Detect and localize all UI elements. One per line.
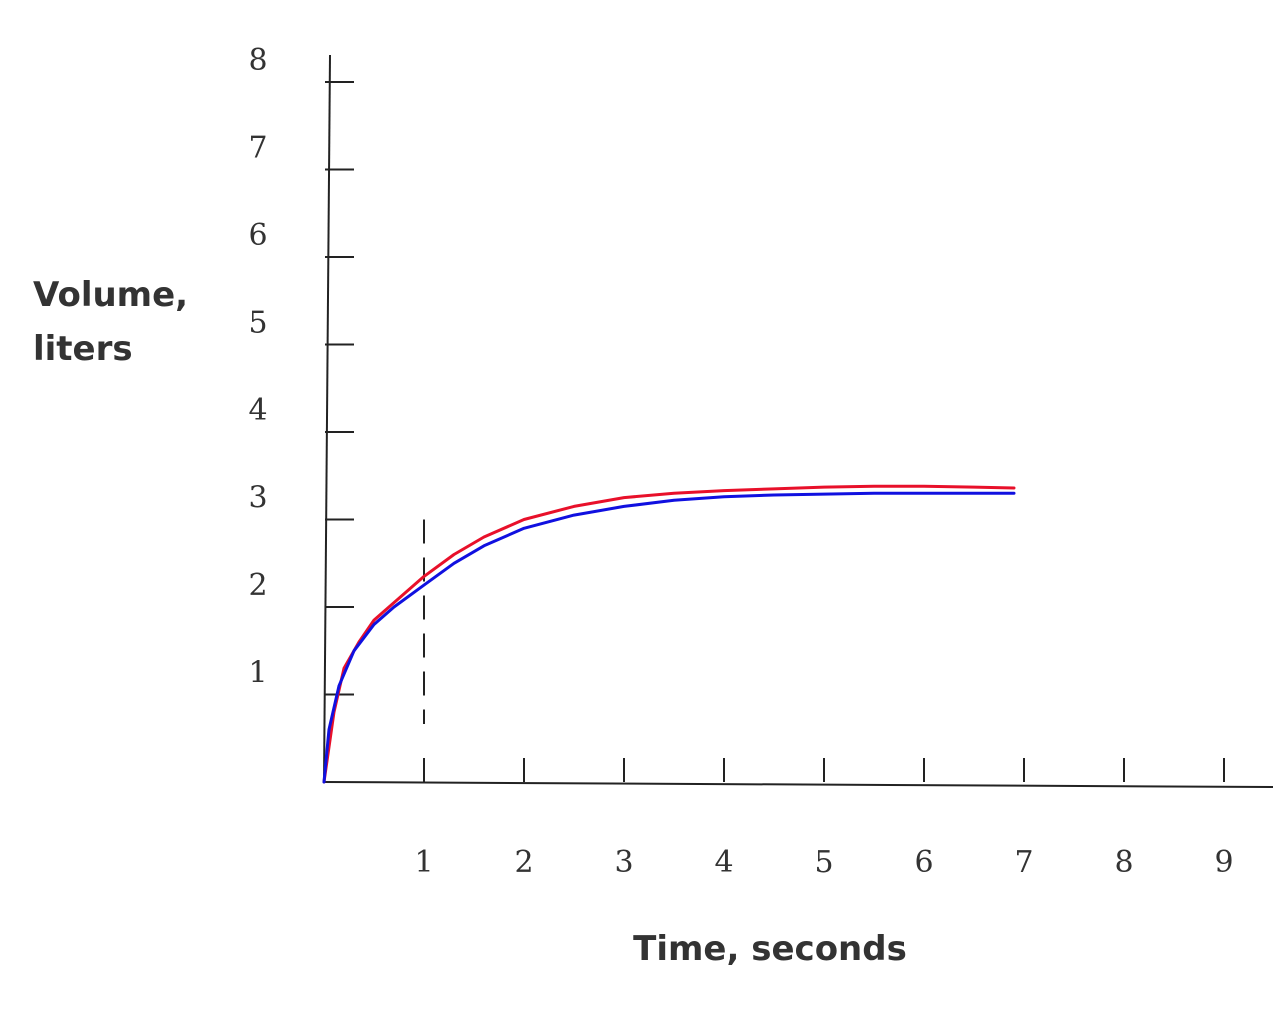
y-axis-ticks: 1 2 3 4 5 6 7 8	[248, 43, 354, 696]
x-axis	[323, 781, 1274, 788]
x-tick-label: 8	[1114, 845, 1133, 880]
y-tick-label: 1	[248, 656, 267, 691]
y-tick-label: 4	[248, 393, 267, 428]
y-tick-label: 7	[248, 131, 267, 166]
x-axis-ticks: 1 2 3 4 5 6 7 8 9	[414, 758, 1234, 880]
series-line-2	[322, 491, 1016, 784]
y-axis	[323, 54, 331, 783]
x-tick-label: 9	[1214, 845, 1233, 880]
y-tick-label: 5	[248, 306, 267, 341]
x-tick-label: 1	[414, 845, 433, 880]
x-tick-label: 4	[714, 845, 733, 880]
series-line-1	[322, 484, 1016, 784]
y-axis-label-line-1: Volume,	[33, 275, 188, 315]
y-tick-label: 3	[248, 481, 267, 516]
x-tick-label: 7	[1014, 845, 1033, 880]
y-axis-label-line-2: liters	[33, 329, 133, 369]
x-tick-label: 6	[914, 845, 933, 880]
x-tick-label: 2	[514, 845, 533, 880]
x-tick-label: 5	[814, 845, 833, 880]
x-axis-label: Time, seconds	[633, 929, 907, 969]
y-tick-label: 8	[248, 43, 267, 78]
data-series	[322, 484, 1016, 784]
y-tick-label: 6	[248, 218, 267, 253]
x-tick-label: 3	[614, 845, 633, 880]
y-tick-label: 2	[248, 568, 267, 603]
